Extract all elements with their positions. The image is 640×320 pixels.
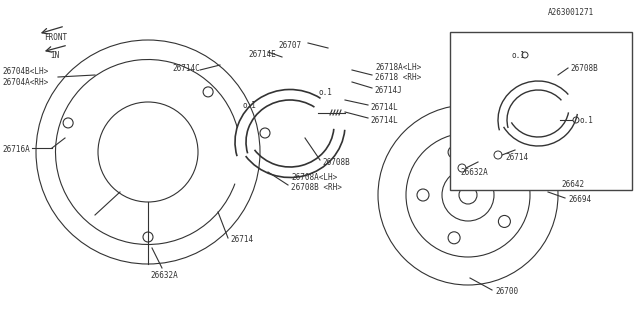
Text: 26714: 26714 [505,153,528,162]
Text: 26708B: 26708B [322,157,349,166]
Text: 26642: 26642 [561,180,584,188]
Text: 26716A: 26716A [2,145,29,154]
Text: 26632A: 26632A [460,167,488,177]
Text: o.1: o.1 [318,87,332,97]
Text: FRONT: FRONT [44,33,67,42]
Text: 26707: 26707 [278,41,301,50]
Text: o.1: o.1 [242,100,256,109]
Text: IN: IN [50,51,60,60]
Text: 26714E: 26714E [248,50,276,59]
Text: 26694: 26694 [568,195,591,204]
Text: 26700: 26700 [495,287,518,297]
Text: 26714L: 26714L [370,116,397,124]
Text: 26718 <RH>: 26718 <RH> [375,73,421,82]
Text: 26714J: 26714J [374,85,402,94]
Text: 26718A<LH>: 26718A<LH> [375,62,421,71]
Text: o.1: o.1 [512,51,526,60]
Text: 26704A<RH>: 26704A<RH> [2,77,48,86]
Text: 26708B <RH>: 26708B <RH> [291,182,342,191]
Text: o.1: o.1 [580,116,594,124]
Text: 26708A<LH>: 26708A<LH> [291,172,337,181]
Text: 26632A: 26632A [150,270,178,279]
Text: 26708B: 26708B [570,63,598,73]
Bar [450,32,632,190]
Text: A263001271: A263001271 [548,7,595,17]
Text: 26714: 26714 [230,236,253,244]
Text: 26714C: 26714C [172,63,200,73]
Text: 26704B<LH>: 26704B<LH> [2,67,48,76]
Text: 26714L: 26714L [370,102,397,111]
